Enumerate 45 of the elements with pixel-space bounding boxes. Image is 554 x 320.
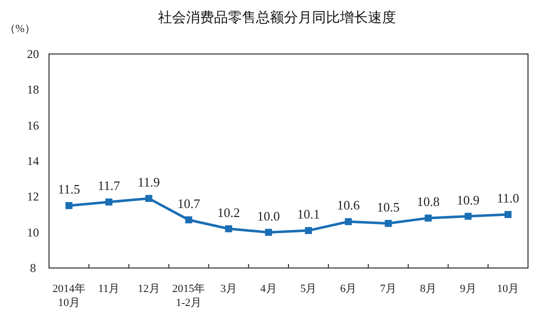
point xyxy=(464,212,472,220)
text: 11.0 xyxy=(496,190,520,206)
text: 10.8 xyxy=(416,194,440,210)
chart-title: 社会消费品零售总额分月同比增长速度 xyxy=(158,10,396,26)
text: 10.5 xyxy=(376,199,400,214)
y-tick-label: 20 xyxy=(27,47,39,61)
text: 10.0 xyxy=(257,208,280,224)
point xyxy=(384,220,392,227)
y-axis-title: （%） xyxy=(4,23,36,35)
text: 10.2 xyxy=(217,204,240,220)
text: 11.7 xyxy=(98,178,120,194)
text: 10.9 xyxy=(456,192,480,208)
point xyxy=(265,228,272,236)
x-tick-label: 3月 xyxy=(220,283,237,295)
x-tick-label: 4月 xyxy=(260,283,277,295)
y-tick-label: 8 xyxy=(30,261,36,275)
x-tick-label: 12月 xyxy=(138,283,160,295)
x-tick-label: 5月 xyxy=(300,283,317,295)
point xyxy=(344,218,352,226)
y-tick-label: 18 xyxy=(27,82,39,97)
text: 11.5 xyxy=(58,182,80,197)
x-tick-label: 10月 xyxy=(497,283,520,295)
x-tick-label: 7月 xyxy=(380,283,397,295)
point xyxy=(105,198,112,206)
text: 10.7 xyxy=(177,196,200,211)
y-tick-label: 14 xyxy=(27,154,39,168)
point xyxy=(225,225,232,232)
x-tick-label: 9月 xyxy=(460,283,476,295)
x-tick-label: 2014年 10月 xyxy=(52,283,86,309)
point xyxy=(304,227,312,234)
point xyxy=(424,214,432,222)
x-tick-label: 2015年 1-2月 xyxy=(172,283,206,309)
point xyxy=(145,194,152,202)
point xyxy=(65,202,72,210)
x-tick-label: 8月 xyxy=(420,283,436,295)
y-tick-label: 16 xyxy=(27,118,39,132)
text: 10.1 xyxy=(297,206,320,222)
point xyxy=(504,211,512,218)
x-tick-label: 6月 xyxy=(340,283,357,295)
text: 10.6 xyxy=(337,198,360,213)
y-tick-label: 10 xyxy=(27,225,39,240)
y-tick-label: 12 xyxy=(27,190,39,204)
x-tick-label: 11月 xyxy=(98,283,120,295)
text: 11.9 xyxy=(138,174,160,190)
point xyxy=(185,216,192,224)
